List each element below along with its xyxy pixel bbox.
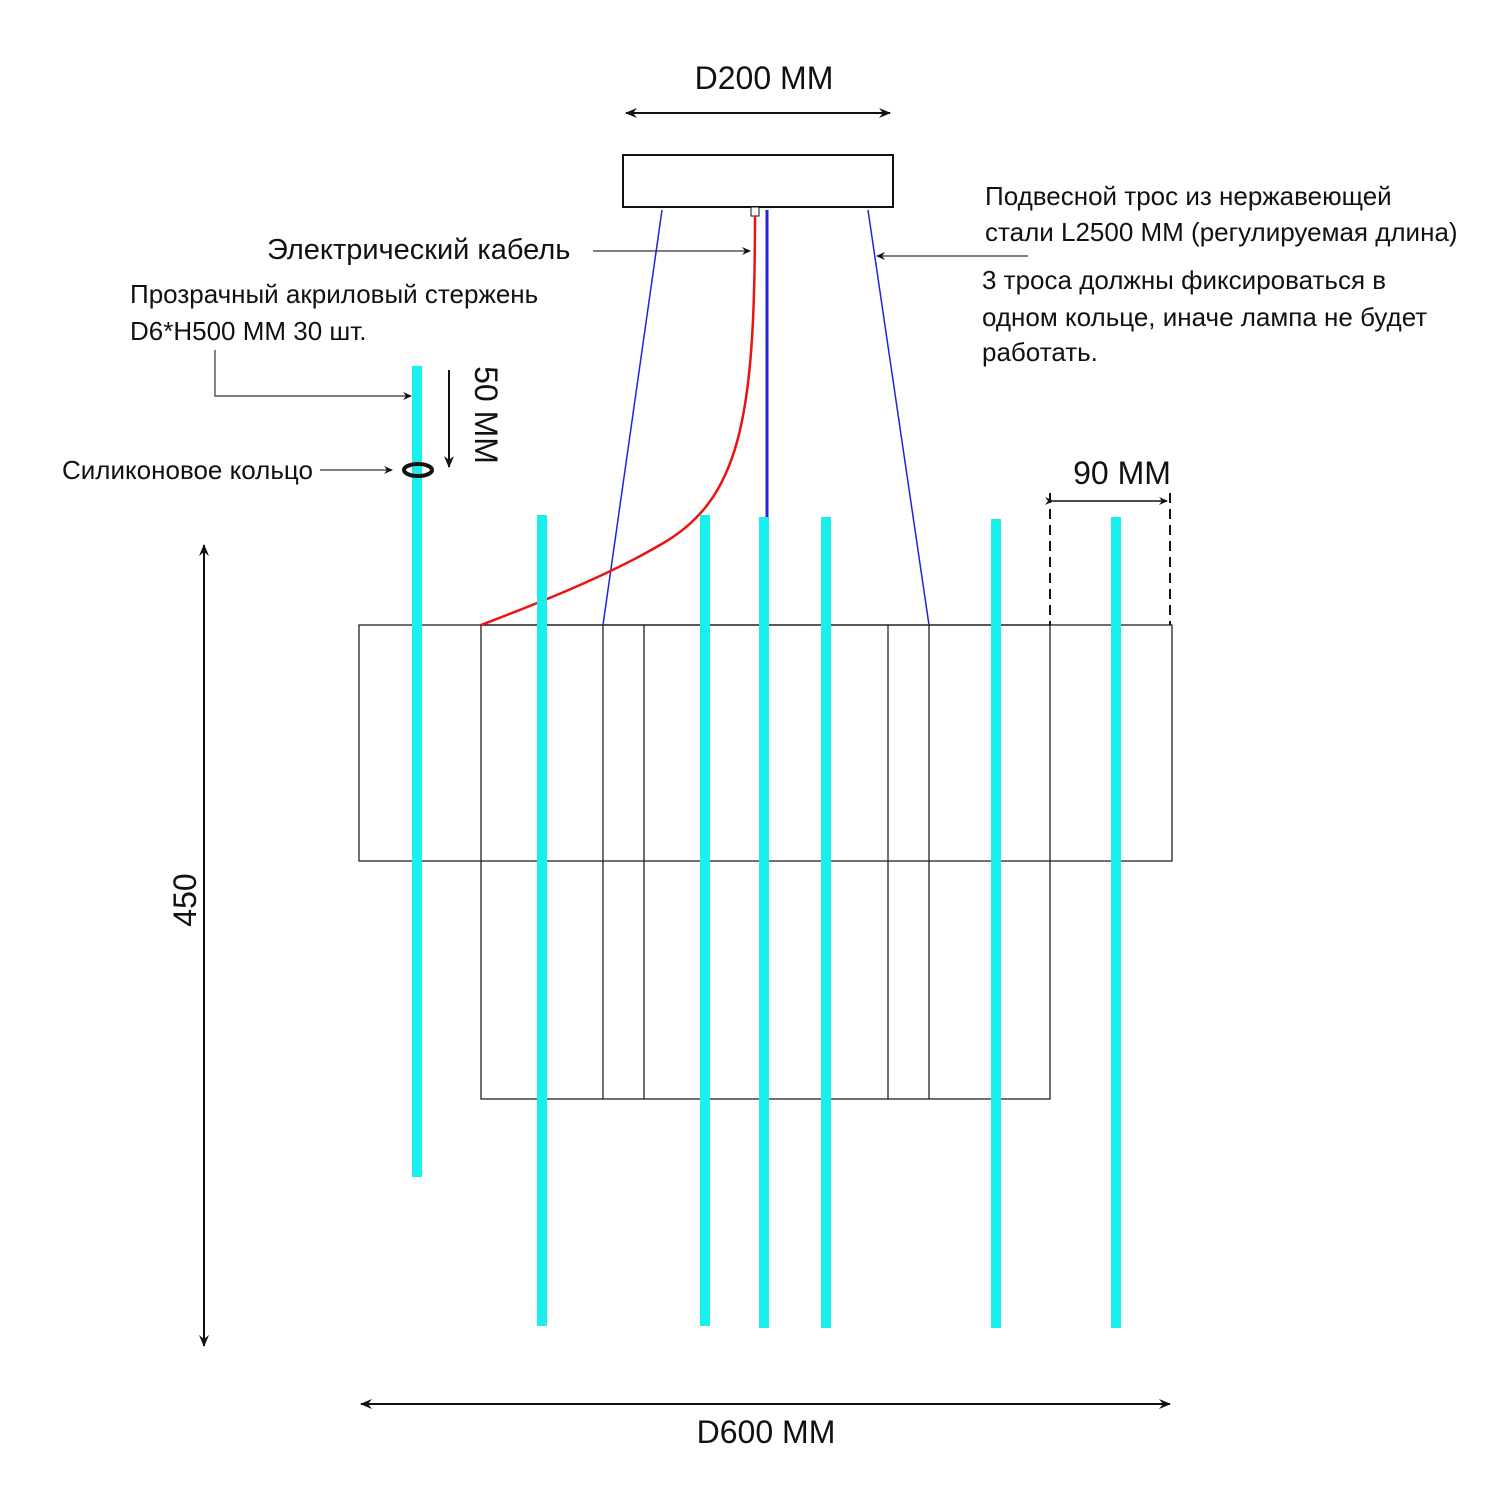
- silicone-ring: [402, 462, 434, 478]
- cable-connector: [750, 206, 760, 217]
- bottom-diameter-label: D600 MM: [697, 1414, 836, 1450]
- acrylic-rod: [821, 517, 831, 1328]
- rod-label-line1: Прозрачный акриловый стержень: [130, 279, 538, 309]
- note-line1: 3 троса должны фиксироваться в: [982, 265, 1386, 295]
- ring-distance-label: 50 MM: [468, 366, 504, 464]
- electric-cable: [480, 215, 757, 627]
- suspension-wires: [602, 209, 930, 626]
- ceiling-canopy: [622, 154, 894, 208]
- spacing-label: 90 MM: [1073, 455, 1171, 491]
- wire-label-line1: Подвесной трос из нержавеющей: [985, 181, 1392, 211]
- height-label: 450: [167, 873, 203, 926]
- acrylic-rod: [700, 515, 710, 1326]
- acrylic-rod: [412, 366, 422, 1177]
- rod-label-line2: D6*H500 MM 30 шт.: [130, 316, 367, 346]
- acrylic-rods: [412, 366, 1121, 1328]
- acrylic-rod: [759, 517, 769, 1328]
- acrylic-rod: [991, 519, 1001, 1328]
- acrylic-rod: [1111, 517, 1121, 1328]
- wire-label-line2: стали L2500 MM (регулируемая длина): [985, 217, 1458, 247]
- ring-label: Силиконовое кольцо: [62, 455, 313, 485]
- top-diameter-label: D200 MM: [695, 60, 834, 96]
- note-line2: одном кольце, иначе лампа не будет: [982, 302, 1427, 332]
- acrylic-rod: [537, 515, 547, 1326]
- cable-label: Электрический кабель: [267, 234, 570, 266]
- rod-callout-arrow: [214, 350, 412, 400]
- note-line3: работать.: [982, 337, 1098, 367]
